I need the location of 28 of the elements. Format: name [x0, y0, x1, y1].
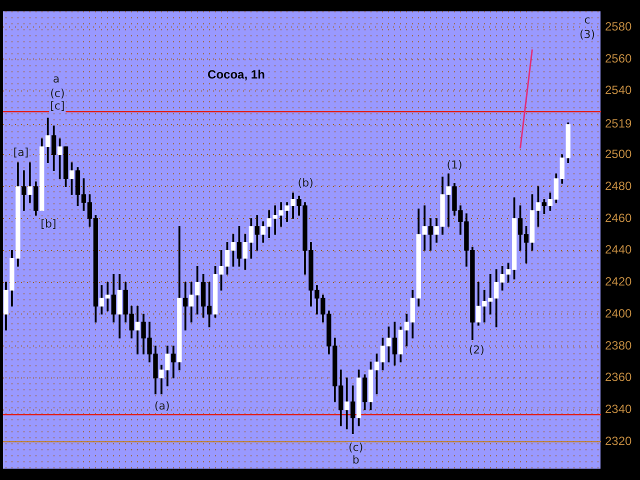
annotation: [c] [50, 100, 65, 113]
y-tick-label: 2340 [605, 402, 632, 416]
annotation: [b] [40, 218, 56, 231]
annotation: b [352, 454, 360, 467]
annotation: (3) [579, 28, 596, 41]
y-tick-label: 2580 [605, 19, 632, 34]
y-tick-label: 2540 [605, 83, 632, 98]
y-tick-label: 2560 [605, 51, 632, 66]
annotation: [a] [13, 146, 29, 159]
y-tick-label: 2400 [605, 306, 632, 320]
y-tick-label: 2460 [605, 210, 632, 225]
annotation: (a) [154, 399, 170, 412]
y-tick-label: 2380 [605, 338, 632, 352]
annotation: (c) [50, 86, 65, 100]
annotation: c [584, 14, 590, 27]
annotation: (b) [298, 176, 314, 190]
y-tick-label: 2440 [605, 242, 632, 257]
annotation: (c) [348, 440, 364, 454]
y-tick-label: 2500 [605, 147, 632, 162]
annotation: a [52, 72, 60, 86]
text: Cocoa, 1h [208, 68, 265, 82]
y-tick-label: 2420 [605, 274, 632, 289]
y-tick-label: 2480 [605, 178, 632, 193]
y-tick-label: 2360 [605, 370, 632, 384]
annotation: (1) [446, 158, 462, 172]
annotation: (2) [468, 344, 484, 357]
y-tick-label: 2519 [605, 116, 632, 131]
y-tick-label: 2320 [605, 434, 632, 448]
